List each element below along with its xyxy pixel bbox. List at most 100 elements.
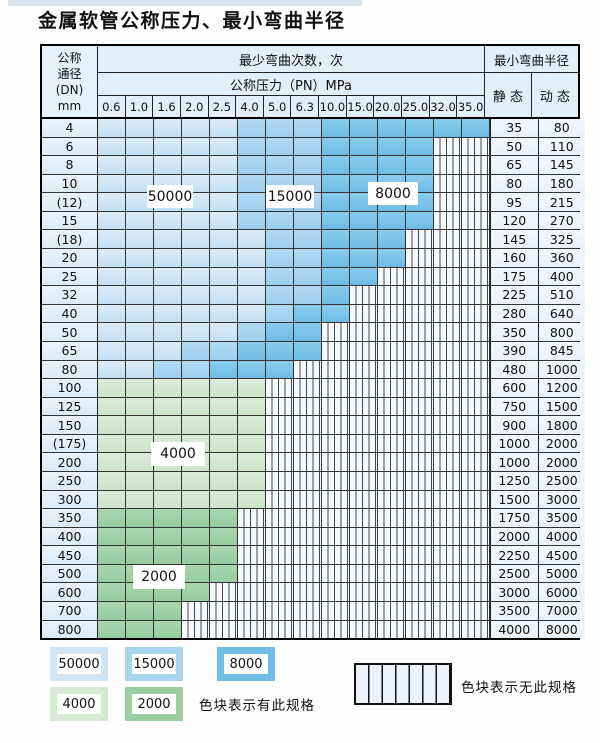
- spec-cell: [154, 341, 182, 360]
- table-row-dn-600: 600 3000 6000: [42, 583, 585, 603]
- no-spec-cell: [266, 564, 294, 583]
- pressure-header-6.3: 6.3: [291, 96, 320, 117]
- spec-cell: [210, 416, 238, 434]
- spec-cell: [182, 416, 210, 434]
- no-spec-cell: [322, 397, 350, 416]
- spec-cell: [350, 119, 378, 137]
- no-spec-cell: [294, 602, 322, 620]
- dn-cell: 300: [42, 490, 98, 509]
- no-spec-cell: [266, 509, 294, 527]
- spec-cell: [210, 174, 238, 193]
- no-spec-cell: [406, 471, 434, 490]
- spec-cell: [98, 620, 126, 639]
- spec-cell: [322, 230, 350, 249]
- spec-cell: [98, 379, 126, 397]
- spec-cell: [154, 602, 182, 620]
- spec-cell: [238, 397, 266, 416]
- spec-cell: [126, 509, 154, 527]
- table-row-dn-100: 100 600 1200: [42, 379, 585, 398]
- no-spec-cell: [322, 434, 350, 453]
- static-radius-cell: 1500: [490, 490, 539, 509]
- spec-cell: [98, 453, 126, 471]
- spec-cell: [126, 620, 154, 639]
- no-spec-cell: [378, 453, 406, 471]
- spec-cell: [210, 156, 238, 174]
- dynamic-radius-cell: 2000: [538, 453, 585, 471]
- no-spec-cell: [434, 509, 462, 527]
- legend-50000-value: 50000: [58, 656, 100, 672]
- dn-cell: 450: [42, 546, 98, 564]
- no-spec-cell: [434, 453, 462, 471]
- spec-cell: [294, 286, 322, 304]
- table-row-dn-350: 350 1750 3500: [42, 509, 585, 528]
- no-spec-cell: [350, 416, 378, 434]
- no-spec-cell: [378, 267, 406, 286]
- table-row-dn-15: 15 120 270: [42, 211, 585, 231]
- spec-cell: [182, 323, 210, 341]
- dynamic-radius-cell: 1800: [538, 416, 585, 434]
- spec-cell: [322, 137, 350, 156]
- table-row-dn-450: 450 2250 4500: [42, 546, 585, 565]
- spec-cell: [238, 230, 266, 249]
- spec-cell: [154, 249, 182, 267]
- static-radius-cell: 145: [490, 230, 539, 249]
- dn-header-line1: 公称: [57, 50, 82, 65]
- radius-title: 最小弯曲半径: [485, 46, 578, 73]
- no-spec-cell: [210, 602, 238, 620]
- no-spec-cell: [322, 341, 350, 360]
- spec-cell: [378, 211, 406, 230]
- spec-cell: [126, 360, 154, 379]
- no-spec-cell: [434, 174, 462, 193]
- dynamic-radius-cell: 640: [538, 304, 585, 323]
- spec-cell: [98, 434, 126, 453]
- spec-cell: [154, 471, 182, 490]
- spec-cell: [98, 119, 126, 137]
- spec-cell: [210, 397, 238, 416]
- spec-cell: [126, 416, 154, 434]
- spec-cell: [154, 546, 182, 564]
- cycle-count-label-8000: 8000: [368, 182, 418, 205]
- spec-cell: [266, 249, 294, 267]
- spec-cell: [126, 286, 154, 304]
- dn-cell: 600: [42, 583, 98, 602]
- no-spec-cell: [350, 583, 378, 602]
- dynamic-radius-cell: 80: [538, 119, 585, 137]
- no-spec-cell: [462, 397, 490, 416]
- no-spec-cell: [350, 509, 378, 527]
- spec-cell: [350, 156, 378, 174]
- spec-cell: [154, 620, 182, 639]
- no-spec-cell: [462, 249, 490, 267]
- spec-cell: [98, 156, 126, 174]
- spec-cell: [182, 546, 210, 564]
- no-spec-cell: [434, 397, 462, 416]
- no-spec-cell: [266, 453, 294, 471]
- spec-cell: [378, 249, 406, 267]
- static-radius-cell: 3000: [490, 583, 539, 602]
- static-radius-cell: 50: [490, 137, 539, 156]
- spec-cell: [406, 156, 434, 174]
- no-spec-cell: [462, 304, 490, 323]
- spec-cell: [154, 379, 182, 397]
- static-radius-cell: 390: [490, 341, 539, 360]
- legend-hatch-swatch: [354, 663, 452, 705]
- spec-cell: [238, 453, 266, 471]
- no-spec-cell: [434, 304, 462, 323]
- no-spec-cell: [350, 323, 378, 341]
- legend-box-8000: 8000: [217, 647, 275, 681]
- table-row-dn-20: 20 160 360: [42, 249, 585, 268]
- no-spec-cell: [238, 620, 266, 639]
- table-row-dn-175: (175) 1000 2000: [42, 434, 585, 454]
- no-spec-cell: [266, 434, 294, 453]
- spec-cell: [238, 267, 266, 286]
- static-radius-cell: 120: [490, 211, 539, 230]
- static-radius-cell: 2250: [490, 546, 539, 564]
- spec-cell: [406, 137, 434, 156]
- static-radius-cell: 95: [490, 193, 539, 211]
- spec-cell: [98, 527, 126, 546]
- static-radius-cell: 600: [490, 379, 539, 397]
- dynamic-radius-cell: 4500: [538, 546, 585, 564]
- pressure-title: 公称压力（PN）MPa: [98, 73, 484, 96]
- spec-cell: [350, 267, 378, 286]
- no-spec-cell: [266, 546, 294, 564]
- spec-cell: [210, 490, 238, 509]
